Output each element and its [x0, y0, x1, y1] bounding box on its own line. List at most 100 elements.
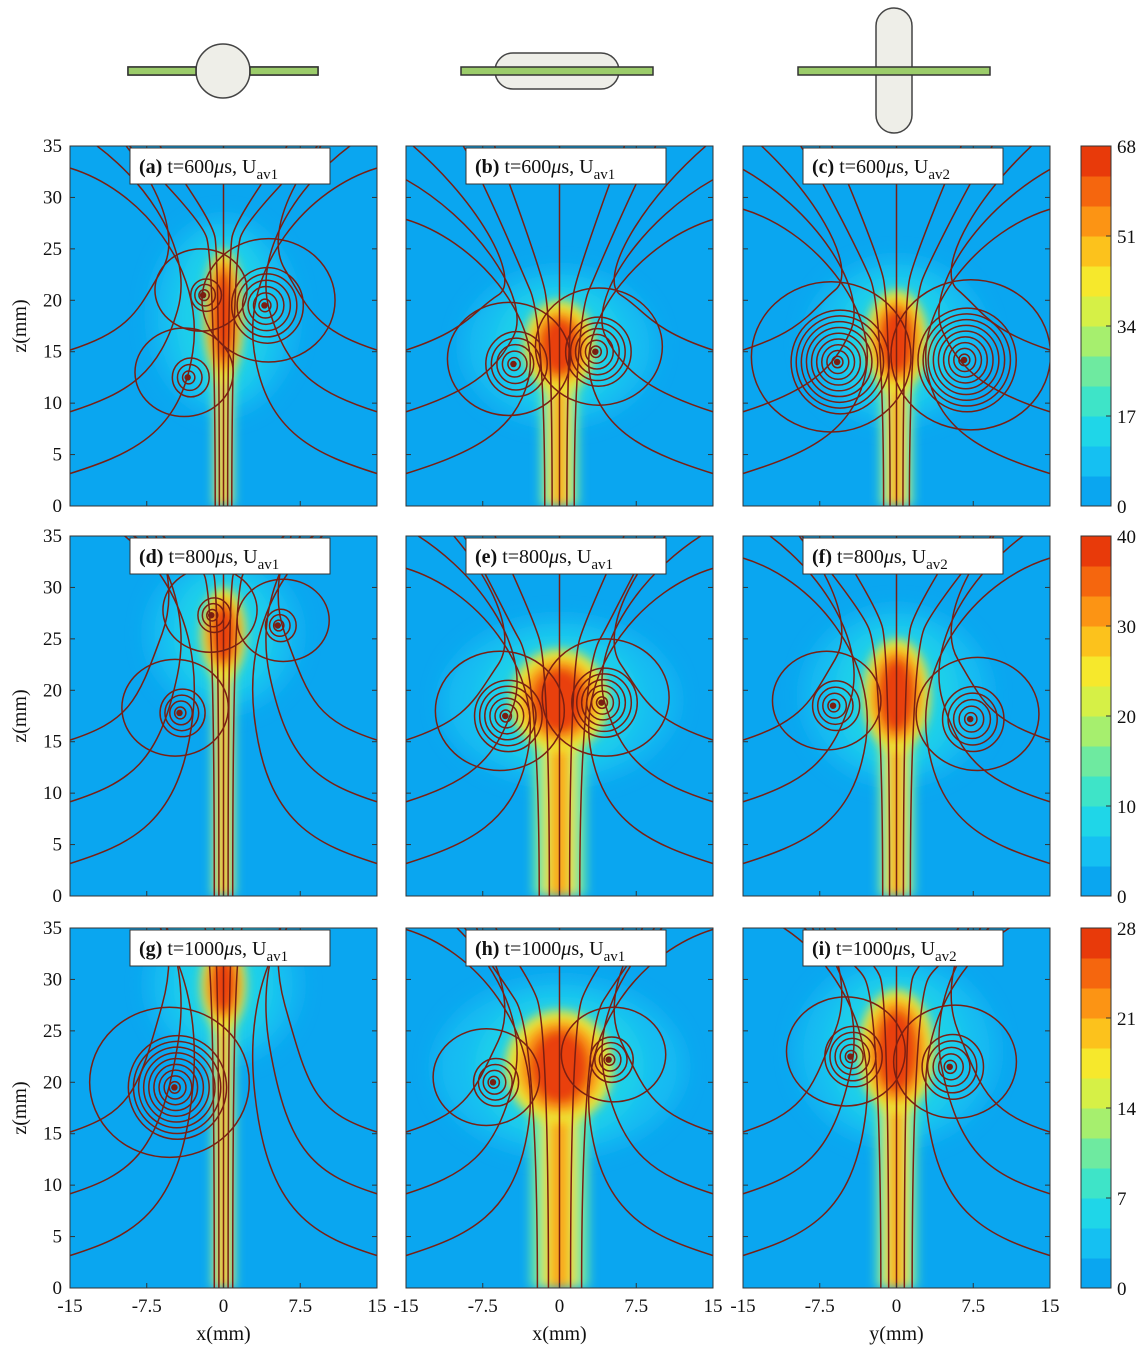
streamline-outer — [252, 167, 377, 475]
x-tick-label: 7.5 — [624, 1296, 648, 1317]
colorbar-band — [1081, 866, 1111, 897]
z-tick-label: 20 — [43, 680, 62, 701]
panel-unit: s, U — [903, 938, 936, 960]
streamline-outer — [925, 208, 1050, 475]
panel-unit-mu: μ — [892, 938, 903, 960]
panel-label: (b) t=600μs, Uav1 — [475, 156, 615, 183]
panel-label-box — [465, 537, 667, 575]
panel-unit: s, U — [559, 546, 592, 568]
streamline-outer — [743, 928, 843, 1133]
streamline-outer — [406, 567, 531, 865]
colorbar-band — [1081, 988, 1111, 1019]
panel-time: t=1000 — [831, 938, 893, 960]
streamline-outer — [938, 928, 1050, 1195]
panel-unit: s, U — [224, 156, 257, 178]
panel-label: (i) t=1000μs, Uav2 — [812, 938, 957, 965]
streamlines-e — [406, 536, 713, 896]
colorbar-band — [1081, 326, 1111, 357]
vortex — [560, 1006, 667, 1103]
streamline-outer — [70, 146, 170, 351]
z-tick-label: 10 — [43, 1175, 62, 1196]
panel-subscript: av1 — [591, 557, 613, 573]
panel-time: t=800 — [497, 546, 549, 568]
streamline-outer — [277, 928, 377, 1133]
panel-label-box — [802, 147, 1004, 185]
streamline-outer — [277, 146, 377, 351]
x-axis-label: x(mm) — [532, 1323, 586, 1345]
colorbar-band — [1081, 146, 1111, 177]
x-tick-label: -15 — [57, 1296, 82, 1317]
colorbar-band — [1081, 686, 1111, 717]
colorbar-tick-label: 30 — [1117, 617, 1136, 638]
plate — [797, 66, 991, 76]
panel-label: (f) t=800μs, Uav2 — [812, 546, 948, 573]
colorbar-band — [1081, 656, 1111, 687]
x-tick-label: -7.5 — [805, 1296, 835, 1317]
x-tick-label: -7.5 — [468, 1296, 498, 1317]
z-tick-label: 5 — [53, 1227, 63, 1248]
panel-letter: (c) — [812, 156, 834, 178]
colorbars: 0 17 34 51 68 0 10 20 30 40 0 7 14 21 28 — [1080, 137, 1137, 1300]
streamline-outer — [70, 928, 170, 1133]
panel-time: t=1000 — [162, 938, 224, 960]
colorbar-tick-label: 7 — [1117, 1189, 1127, 1210]
z-tick-label: 0 — [53, 1278, 63, 1299]
vortex — [434, 650, 566, 772]
panel-unit-mu: μ — [560, 938, 571, 960]
panel-b: (b) t=600μs, Uav1 — [405, 145, 714, 507]
streamline-outer — [613, 928, 713, 1133]
panel-c: (c) t=600μs, Uav2 — [742, 145, 1051, 507]
panel-subscript: av1 — [258, 557, 280, 573]
x-tick-label: 15 — [1041, 1296, 1060, 1317]
panel-letter: (h) — [475, 938, 499, 960]
colorbar-tick-label: 40 — [1117, 527, 1136, 548]
colorbar-tick-label: 68 — [1117, 137, 1136, 158]
streamline-outer — [601, 178, 713, 413]
panel-label: (a) t=600μs, Uav1 — [139, 156, 278, 183]
colorbar-tick-label: 34 — [1117, 317, 1137, 338]
colorbar-tick-label: 20 — [1117, 707, 1136, 728]
colorbar-tick-label: 17 — [1117, 407, 1136, 428]
panel-letter: (a) — [139, 156, 162, 178]
streamline-outer — [265, 928, 377, 1195]
colorbar-band — [1081, 1258, 1111, 1289]
colorbar-row-2: 0 10 20 30 40 — [1080, 527, 1136, 908]
vortex — [121, 658, 230, 757]
z-tick-label: 15 — [43, 1124, 62, 1145]
panel-letter: (i) — [812, 938, 831, 960]
colorbar-tick-label: 10 — [1117, 797, 1136, 818]
field-e — [406, 536, 713, 896]
streamline-outer — [70, 536, 195, 865]
panel-letter: (e) — [475, 546, 497, 568]
geometry-shapes — [127, 7, 991, 134]
z-tick-label: 30 — [43, 187, 62, 208]
panel-label: (e) t=800μs, Uav1 — [475, 546, 613, 573]
x-tick-label: 15 — [704, 1296, 723, 1317]
colorbar-band — [1081, 1048, 1111, 1079]
z-tick-label: 15 — [43, 732, 62, 753]
z-tick-label: 35 — [43, 136, 62, 157]
panel-label-box — [129, 147, 331, 185]
x-axis-label: y(mm) — [869, 1323, 923, 1345]
colorbar-tick-label: 51 — [1117, 227, 1136, 248]
x-tick-label: -15 — [730, 1296, 755, 1317]
plate-left — [127, 66, 197, 76]
vortex — [134, 327, 234, 418]
panel-letter: (g) — [139, 938, 162, 960]
x-tick-label: 0 — [892, 1296, 902, 1317]
streamline-outer — [70, 146, 182, 413]
colorbar-band — [1081, 716, 1111, 747]
z-tick-label: 30 — [43, 969, 62, 990]
panel-label-box — [129, 929, 331, 967]
colorbar-band — [1081, 746, 1111, 777]
streamlines-c — [743, 146, 1050, 506]
colorbar-tick-label: 0 — [1117, 497, 1127, 518]
vortex — [162, 567, 258, 653]
colorbar-band — [1081, 266, 1111, 297]
streamline-outer — [950, 928, 1050, 1133]
z-tick-label: 10 — [43, 783, 62, 804]
panel-label-box — [465, 147, 667, 185]
panel-unit: s, U — [561, 156, 594, 178]
